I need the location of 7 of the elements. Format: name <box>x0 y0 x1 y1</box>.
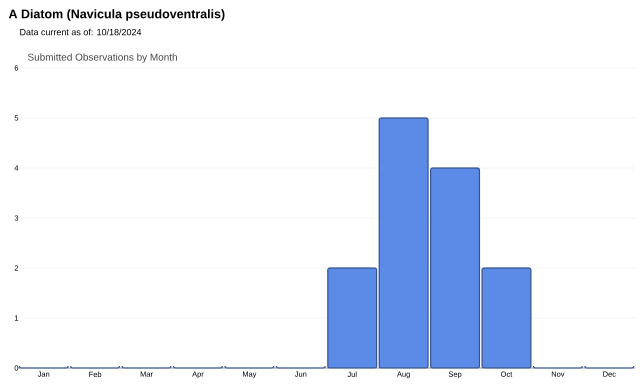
chart-subtitle: Data current as of: 10/18/2024 <box>20 28 142 36</box>
chart-title: A Diatom (Navicula pseudoventralis) <box>8 9 224 21</box>
text: Submitted Observations by Month <box>28 53 177 63</box>
bar <box>430 167 480 369</box>
bar <box>327 267 378 369</box>
bar <box>378 117 429 369</box>
bar <box>481 267 532 369</box>
